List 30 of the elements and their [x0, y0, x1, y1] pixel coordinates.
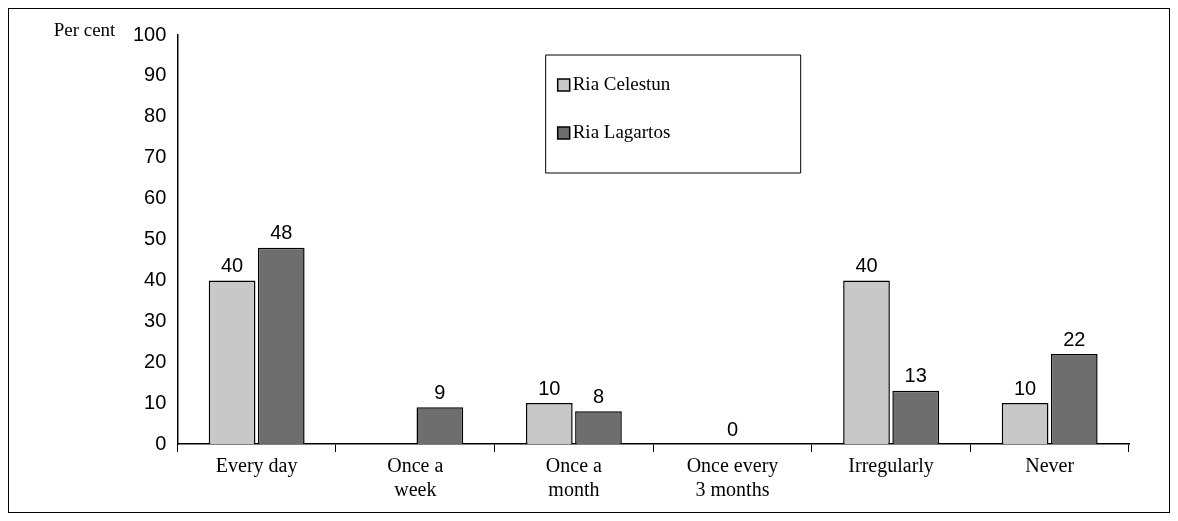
data-label: 9 — [434, 380, 446, 403]
y-tick-label: 30 — [144, 308, 167, 331]
y-tick-label: 100 — [132, 22, 167, 45]
y-tick-label: 20 — [144, 349, 167, 372]
x-tick-label: Once a month — [545, 454, 603, 501]
y-tick-label: 90 — [144, 63, 167, 86]
data-label: 8 — [592, 384, 605, 407]
legend-label: Ria Lagartos — [572, 120, 671, 142]
y-tick-label: 40 — [144, 267, 167, 290]
data-label: 48 — [270, 221, 293, 244]
data-label: 40 — [220, 253, 244, 276]
y-axis-title: Per cent — [53, 18, 117, 40]
legend-label: Ria Celestun — [572, 72, 671, 94]
data-label: 13 — [904, 364, 927, 387]
data-label: 10 — [538, 376, 561, 399]
x-tick-label: Irregularly — [848, 454, 934, 478]
y-tick-label: 70 — [144, 145, 167, 168]
y-tick-label: 50 — [144, 227, 167, 250]
y-tick-label: 10 — [144, 390, 167, 413]
annotation: 0 — [726, 417, 739, 440]
x-tick-label: Once a week — [387, 454, 444, 501]
x-tick-label: Never — [1025, 454, 1075, 477]
y-tick-label: 0 — [155, 431, 167, 454]
data-label: 10 — [1013, 376, 1037, 399]
x-tick-label: Every day — [215, 454, 298, 478]
y-tick-label: 80 — [144, 104, 167, 127]
data-label: 40 — [855, 253, 878, 276]
data-label: 22 — [1063, 327, 1086, 350]
x-tick-label: Once every 3 months — [686, 454, 779, 501]
y-tick-label: 60 — [144, 186, 167, 209]
